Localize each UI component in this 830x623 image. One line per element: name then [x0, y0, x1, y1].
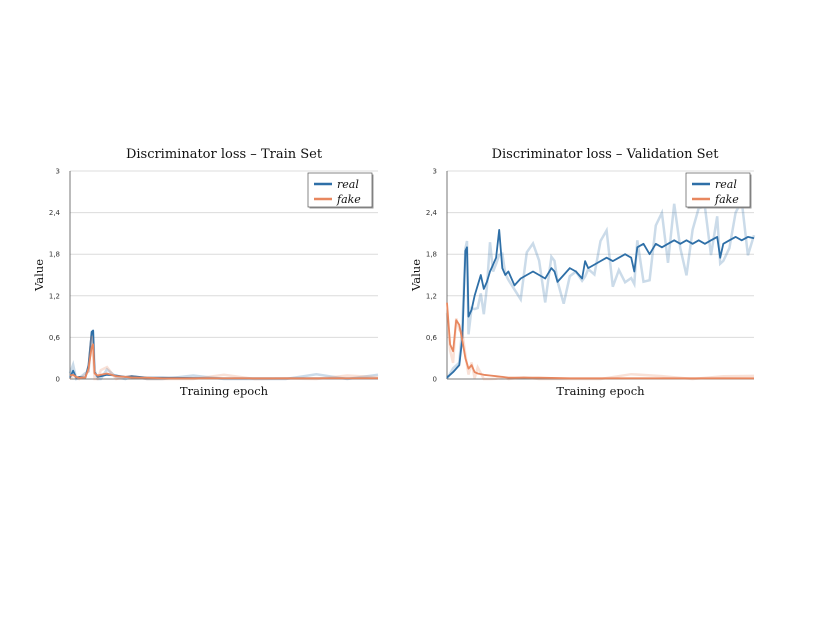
y-tick-label: 0,6 [49, 334, 61, 342]
legend-label-fake: fake [714, 193, 739, 206]
y-tick-label: 1,8 [426, 251, 437, 259]
series-fake-line [446, 302, 754, 380]
y-tick-label: 3 [433, 168, 437, 176]
x-axis-label: Training epoch [180, 384, 269, 398]
series-real-raw-line [445, 196, 756, 380]
legend-label-fake: fake [336, 193, 361, 206]
y-tick-label: 2,4 [426, 209, 438, 217]
y-axis-label: Value [409, 259, 423, 292]
series-real-line [446, 228, 755, 379]
chart-title: Discriminator loss – Validation Set [492, 147, 720, 162]
legend-box [307, 172, 373, 208]
y-tick-label: 1,8 [49, 251, 60, 259]
series-fake-raw-line [445, 312, 755, 381]
series-fake-raw-line [69, 335, 379, 381]
legend: real fake [307, 172, 374, 209]
chart-title: Discriminator loss – Train Set [126, 147, 323, 162]
y-tick-label: 3 [56, 168, 60, 176]
y-tick-label: 2,4 [49, 209, 61, 217]
y-tick-label: 0 [433, 376, 437, 384]
y-tick-label: 0,6 [426, 334, 438, 342]
chart-validation-set: Discriminator loss – Validation Set 0 0,6 1… [409, 147, 756, 398]
y-tick-label: 1,2 [426, 292, 437, 300]
legend-box [685, 172, 751, 208]
x-axis-label: Training epoch [556, 384, 645, 398]
legend: real fake [685, 172, 752, 209]
y-tick-label: 0 [56, 376, 60, 384]
y-axis-label: Value [32, 259, 46, 292]
legend-label-real: real [715, 178, 737, 191]
y-tick-label: 1,2 [49, 292, 60, 300]
series-fake-line [69, 343, 378, 380]
chart-train-set: Discriminator loss – Train Set 0 0,6 1,2 1,8… [32, 147, 379, 398]
legend-label-real: real [337, 178, 359, 191]
